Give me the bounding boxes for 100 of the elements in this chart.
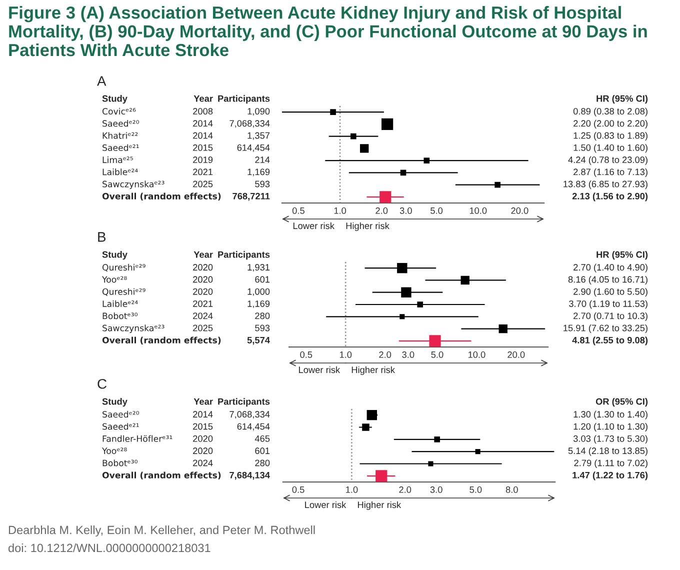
y2-tick-label: 601	[255, 276, 270, 283]
y-tick-label: Qureshiᵉ²⁹	[102, 264, 146, 272]
category-label: 2020	[193, 448, 213, 454]
y-axis-title: Study	[102, 251, 128, 260]
text: Year	[194, 251, 213, 258]
y-tick-label: Limaᵉ²⁵	[102, 156, 133, 164]
text: Higher risk	[352, 366, 395, 375]
text: C	[98, 378, 106, 389]
text: B	[98, 232, 106, 242]
category-label: 2024	[193, 460, 213, 466]
data-label: 2.20 (2.00 to 2.20)	[574, 120, 648, 128]
data-label: 3.70 (1.19 to 11.53)	[569, 300, 648, 309]
category-label: 2025	[193, 180, 213, 188]
text: Higher risk	[358, 501, 402, 510]
data-label: 2.90 (1.60 to 5.50)	[574, 288, 648, 297]
data-label: 2.87 (1.16 to 7.13)	[574, 168, 648, 177]
text: doi: 10.1212/WNL.0000000000218031	[8, 543, 210, 552]
x-tick-label: 2.0	[399, 486, 412, 493]
x-tick-label: 3.0	[402, 351, 414, 358]
x-tick-label: 2.0	[379, 351, 392, 358]
x-tick-label: 0.5	[292, 486, 304, 493]
y2-tick-label: 1,931	[248, 264, 270, 272]
y-tick-label: Yooᵉ²⁸	[102, 448, 127, 454]
chart-title: Figure 3 (A) Association Between Acute Kidney Injury and Risk of Hospital Mortality, (B) 90-Day Mortality, and (C) Poor Functional Outcome at 90 Days in Patients With Acute Stroke	[9, 6, 647, 56]
x-tick-label: 10.0	[470, 207, 487, 214]
text: Participants	[218, 398, 270, 407]
data-label: 2.70 (0.71 to 10.3)	[574, 312, 648, 321]
y2-axis-title: HR (95% CI)	[596, 251, 648, 260]
y2-tick-label: 7,684,134	[230, 472, 270, 480]
y-axis-title: Study	[102, 95, 128, 104]
text: Participants	[218, 251, 270, 260]
y-tick-label: Saeedᵉ²⁰	[102, 410, 139, 418]
text: Dearbhla M. Kelly, Eoin M. Kelleher, and Peter M. Rothwell	[8, 525, 315, 537]
y2-tick-label: 1,357	[248, 132, 270, 140]
text: Year	[194, 95, 213, 102]
category-label: 2020	[193, 264, 213, 271]
y-tick-label: Sawczynskaᵉ²³	[102, 324, 164, 333]
x-tick-label: 0.5	[292, 207, 304, 214]
y2-tick-label: 214	[255, 156, 270, 163]
category-label: 2015	[193, 144, 213, 151]
category-label: 2014	[193, 120, 213, 127]
data-label: 2.79 (1.11 to 7.02)	[574, 459, 648, 468]
y-tick-label: Overall (random effects)	[102, 336, 221, 344]
y-tick-label: Yooᵉ²⁸	[102, 276, 127, 283]
data-label: 4.24 (0.78 to 23.09)	[568, 156, 648, 165]
data-label: 5.14 (2.18 to 13.85)	[568, 447, 648, 456]
x-tick-label: 2.0	[376, 207, 388, 214]
data-label: 1.47 (1.22 to 1.76)	[572, 472, 648, 480]
y2-tick-label: 465	[254, 435, 270, 442]
category-label: 2024	[193, 312, 213, 320]
category-label: 2014	[193, 411, 213, 418]
x-tick-label: 3.0	[400, 207, 412, 214]
data-label: 0.89 (0.38 to 2.08)	[573, 108, 648, 116]
x-tick-label: 1.0	[340, 351, 352, 358]
y2-tick-label: 614,454	[237, 423, 270, 431]
text: Year	[194, 398, 213, 405]
x-tick-label: 0.5	[300, 351, 312, 358]
x-tick-label: 1.0	[346, 486, 358, 493]
text: A	[97, 76, 106, 86]
category-label: 2021	[193, 300, 213, 307]
x-tick-label: 5.0	[470, 486, 482, 493]
x-tick-label: 20.0	[511, 207, 528, 214]
y-tick-label: Overall (random effects)	[102, 472, 221, 480]
text: Participants	[218, 95, 270, 104]
y2-tick-label: 601	[255, 448, 270, 454]
data-label: 1.50 (1.40 to 1.60)	[574, 144, 648, 153]
y-tick-label: Qureshiᵉ²⁹	[102, 288, 146, 296]
data-label: 1.25 (0.83 to 1.89)	[574, 132, 648, 141]
y2-tick-label: 614,454	[237, 144, 270, 152]
data-label: 3.03 (1.73 to 5.30)	[573, 435, 648, 444]
y-axis-title: Study	[102, 398, 128, 407]
category-label: 2020	[193, 435, 213, 442]
y-tick-label: Saeedᵉ²¹	[102, 423, 139, 430]
data-label: 1.30 (1.30 to 1.40)	[574, 410, 648, 420]
category-label: 2020	[193, 276, 213, 283]
data-label: 4.81 (2.55 to 9.08)	[572, 336, 648, 346]
x-tick-label: 5.0	[431, 351, 444, 358]
y2-tick-label: 1,169	[248, 300, 270, 308]
y-tick-label: Covicᵉ²⁶	[102, 108, 136, 115]
category-label: 2008	[193, 108, 213, 115]
text: Lower risk	[305, 501, 346, 508]
data-label: 15.91 (7.62 to 33.25)	[564, 324, 648, 334]
x-tick-label: 5.0	[430, 207, 443, 214]
y-tick-label: Sawczynskaᵉ²³	[102, 180, 164, 189]
data-label: 13.83 (6.85 to 27.93)	[564, 180, 648, 190]
y-tick-label: Khatriᵉ²²	[102, 132, 138, 139]
y2-tick-label: 7,068,334	[230, 411, 270, 419]
y2-tick-label: 1,169	[248, 168, 270, 176]
category-label: 2015	[193, 423, 213, 430]
y2-tick-label: 1,000	[248, 288, 270, 296]
category-label: 2014	[193, 132, 213, 139]
x-tick-label: 10.0	[468, 351, 486, 358]
y2-tick-label: 5,574	[247, 336, 270, 345]
data-label: 2.13 (1.56 to 2.90)	[572, 192, 648, 202]
x-tick-label: 8.0	[506, 486, 518, 493]
category-label: 2025	[193, 324, 213, 332]
x-tick-label: 3.0	[430, 486, 442, 493]
y2-tick-label: 1,090	[248, 108, 270, 116]
y2-tick-label: 593	[255, 324, 270, 332]
text: Lower risk	[293, 222, 334, 230]
